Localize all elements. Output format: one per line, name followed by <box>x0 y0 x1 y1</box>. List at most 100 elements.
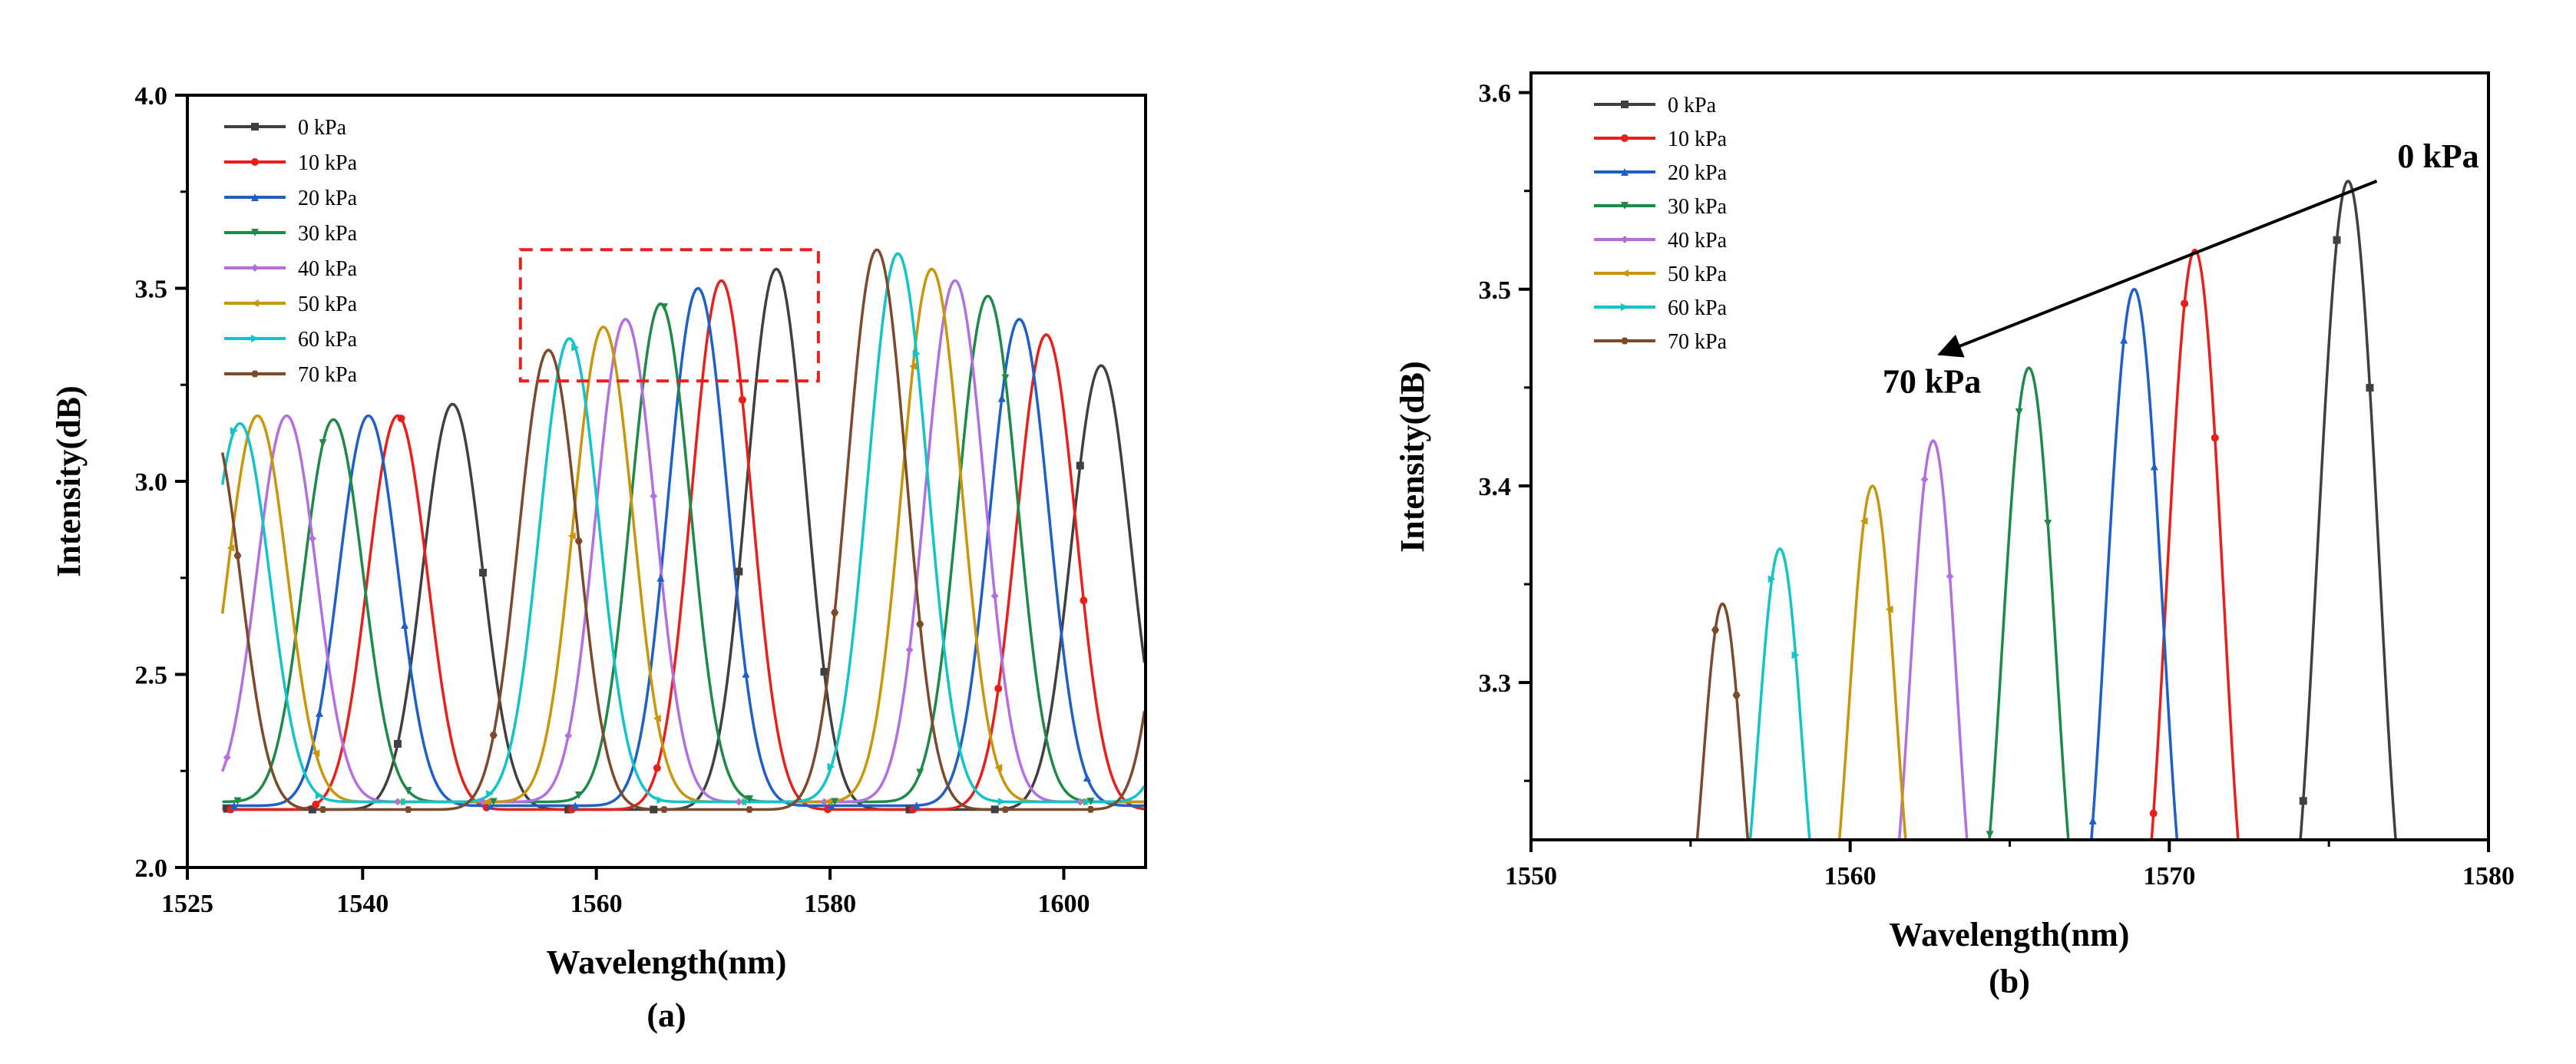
panel-b-annotation-70kpa: 70 kPa <box>1883 362 1981 400</box>
panel-a-series-marker <box>1086 798 1095 806</box>
panel-b-series-marker <box>2149 809 2158 818</box>
panel-b-series-marker <box>2211 434 2219 442</box>
panel-a-series-marker <box>650 492 658 501</box>
panel-b-x-tick-label: 1550 <box>1505 862 1557 891</box>
panel-b-series-marker <box>2088 816 2097 824</box>
panel-a-series-marker <box>319 806 327 813</box>
panel-a-series-marker <box>653 764 661 772</box>
panel-b-series-marker <box>1860 517 1868 525</box>
panel-a-legend: 0 kPa 10 kPa 20 kPa 30 kPa 40 kPa 50 kPa 60 kP… <box>224 116 358 387</box>
panel-a-series-marker <box>912 349 921 358</box>
panel-a-series-marker <box>404 787 412 795</box>
panel-a-series-marker <box>997 798 1006 806</box>
panel-a-series-marker <box>735 567 743 576</box>
panel-a-legend-marker <box>251 335 259 342</box>
panel-b-x-tick-label: 1580 <box>2462 862 2515 891</box>
panel-b-series-marker <box>2366 384 2374 392</box>
panel-a-caption: (a) <box>646 996 686 1034</box>
panel-a-ticks: 1525 1540 1560 1580 1600 2.0 2.5 3.0 3.5 4.0 <box>135 82 1090 918</box>
panel-b-series-line <box>1837 484 1907 840</box>
panel-b-series-line <box>1695 602 1750 840</box>
panel-b-annotation-0kpa: 0 kPa <box>2397 137 2478 175</box>
panel-b-series-marker <box>1968 887 1976 894</box>
panel-a-series-marker <box>489 798 498 806</box>
panel-b-series-line <box>1988 366 2070 840</box>
panel-b-series-marker <box>1885 605 1893 613</box>
panel-a-x-tick-label: 1540 <box>336 890 389 918</box>
panel-a-legend-marker <box>251 123 259 131</box>
panel-a-x-tick-label: 1600 <box>1037 890 1090 918</box>
panel-a-series-marker <box>489 732 498 739</box>
panel-a-series-marker <box>482 798 491 806</box>
panel-a-legend-label: 40 kPa <box>298 257 358 281</box>
panel-b-legend-marker <box>1621 134 1629 142</box>
panel-a-legend-label: 10 kPa <box>298 151 358 175</box>
panel-a-legend-label: 60 kPa <box>298 328 358 352</box>
chart-panel-a: 1525 1540 1560 1580 1600 2.0 2.5 3.0 3.5 4.0 0 kP… <box>50 82 1147 1034</box>
panel-a-series-line <box>221 279 1145 804</box>
panel-a-legend-marker <box>251 158 259 166</box>
panel-a-series-marker <box>994 763 1003 772</box>
chart-panel-b: 1550 1560 1570 1580 3.3 3.4 3.5 3.6 0 kPa 10 kPa… <box>1394 71 2515 1000</box>
panel-a-legend-marker <box>251 193 259 201</box>
panel-a-series-marker <box>486 790 494 798</box>
panel-b-ticks: 1550 1560 1570 1580 3.3 3.4 3.5 3.6 <box>1479 80 2515 891</box>
panel-b-legend-label: 0 kPa <box>1668 94 1717 117</box>
panel-a-series-marker <box>909 362 918 371</box>
panel-a-series-marker <box>746 795 754 804</box>
panel-b-series-marker <box>1744 864 1751 871</box>
panel-a-series-line <box>220 248 1146 811</box>
panel-a-x-tick-label: 1580 <box>804 890 856 918</box>
panel-a-legend-marker <box>251 370 259 378</box>
panel-b-series-line <box>2150 248 2240 840</box>
panel-b-caption: (b) <box>1989 963 2030 1000</box>
panel-a-series-marker <box>571 801 580 810</box>
panel-a-series-marker <box>230 427 238 435</box>
panel-b-legend-marker <box>1621 168 1629 176</box>
panel-a-y-tick-label: 2.0 <box>135 854 168 883</box>
panel-b-series-marker <box>1690 874 1698 881</box>
panel-a-y-tick-label: 3.0 <box>135 468 168 497</box>
panel-a-series-marker <box>660 806 668 813</box>
panel-a-series-marker <box>401 798 409 806</box>
panel-a-y-tick-label: 4.0 <box>135 82 168 111</box>
panel-b-legend-label: 50 kPa <box>1668 263 1728 286</box>
panel-a-series-marker <box>1001 806 1010 813</box>
panel-b-legend-marker <box>1621 101 1629 108</box>
panel-a-series-marker <box>1086 806 1095 813</box>
panel-a-series-marker <box>312 749 320 758</box>
panel-b-series-marker <box>1920 475 1929 484</box>
panel-a-series-marker <box>824 798 832 806</box>
panel-a-series-marker <box>233 797 242 805</box>
panel-b-series-marker <box>1812 897 1820 905</box>
panel-b-series-marker <box>1834 852 1842 860</box>
panel-b-series-marker <box>1895 844 1903 852</box>
panel-a-series-marker <box>656 796 665 805</box>
panel-b-series-marker <box>2068 880 2076 887</box>
panel-a-series-marker <box>994 684 1003 692</box>
panel-b-legend-label: 60 kPa <box>1668 296 1728 320</box>
panel-a-series <box>220 248 1146 811</box>
panel-b-legend-label: 40 kPa <box>1668 229 1728 253</box>
panel-a-series-marker <box>1076 461 1084 470</box>
panel-a-series-marker <box>312 800 320 808</box>
panel-b-series-line <box>1897 439 1969 840</box>
panel-a-series-marker <box>660 303 668 312</box>
panel-a-series-marker <box>820 798 828 806</box>
panel-a-series-marker <box>916 768 924 777</box>
panel-a-series-marker <box>831 609 839 616</box>
panel-b-legend-label: 10 kPa <box>1668 127 1728 151</box>
panel-b-series-marker <box>1767 575 1776 583</box>
panel-b-y-tick-label: 3.5 <box>1479 276 1512 305</box>
panel-a-series-marker <box>319 439 327 448</box>
panel-a-series-marker <box>479 568 488 577</box>
panel-b-series-line <box>1748 547 1811 840</box>
panel-a-legend-label: 70 kPa <box>298 363 358 387</box>
panel-b-series-marker <box>2237 868 2244 876</box>
panel-a-series-marker <box>308 534 316 543</box>
panel-b-legend-marker <box>1621 202 1629 210</box>
panel-a-series-marker <box>1083 798 1091 806</box>
panel-a-legend-label: 50 kPa <box>298 292 358 316</box>
panel-b-series-line <box>2299 180 2397 840</box>
